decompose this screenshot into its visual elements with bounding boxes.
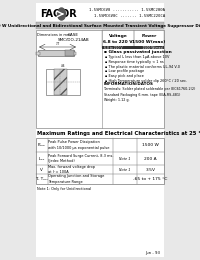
Bar [102,46,164,49]
Text: Dimensions in mm: Dimensions in mm [37,33,70,37]
Text: 7.7: 7.7 [55,42,60,46]
Text: Pₚₚₚ: Pₚₚₚ [38,143,45,147]
Bar [36,22,164,29]
Text: 1.5SMC6V8 ........... 1.5SMC200A: 1.5SMC6V8 ........... 1.5SMC200A [89,8,165,12]
Text: INFORMATION/DATOS: INFORMATION/DATOS [104,82,154,86]
Text: Max. forward voltage drop
at Iⁱ = 100A: Max. forward voltage drop at Iⁱ = 100A [48,165,95,174]
Text: Note 1: Note 1 [119,167,131,172]
Bar [102,30,134,48]
Text: ▪ Typical Iₙ less than 1μA above 10V: ▪ Typical Iₙ less than 1μA above 10V [105,55,169,59]
Bar [36,138,164,184]
Bar [54,69,67,95]
Text: Note 1: Note 1 [119,157,131,160]
Text: Tⱼ, Tₚₜₛ: Tⱼ, Tₚₜₛ [35,177,48,181]
Text: 3.5V: 3.5V [145,167,155,172]
Text: 1.5SMC6V8C ....... 1.5SMC220CA: 1.5SMC6V8C ....... 1.5SMC220CA [94,14,165,18]
Bar [36,51,40,55]
Text: 200 A: 200 A [144,157,157,160]
Text: ▪ Response time typically < 1 ns: ▪ Response time typically < 1 ns [105,60,163,64]
Text: 4.6: 4.6 [61,64,65,68]
Text: Jun - 93: Jun - 93 [145,251,160,255]
Text: ▪ Low profile package: ▪ Low profile package [105,69,144,73]
Text: 1500 W Unidirectional and Bidirectional Surface Mounted Transient Voltage Suppre: 1500 W Unidirectional and Bidirectional … [0,23,200,28]
Text: Iₚₚₚ: Iₚₚₚ [38,157,45,160]
Text: 6.8 to 220 V                    1500 W(max): 6.8 to 220 V 1500 W(max) [104,46,163,49]
Bar [65,50,74,56]
Bar [73,51,76,55]
Text: -65 to + 175 °C: -65 to + 175 °C [133,177,168,181]
Circle shape [58,8,65,20]
Text: ▪ Easy pick and place: ▪ Easy pick and place [105,74,143,78]
Text: FAGOR: FAGOR [40,9,77,19]
Bar [38,50,74,56]
Text: Terminals: Solder plated solderable per IEC61760-2(2)
Standard Packaging 6 mm. t: Terminals: Solder plated solderable per … [104,87,195,102]
Bar [134,30,164,48]
Text: Peak Pulse Power Dissipation
with 10/1000 μs exponential pulse: Peak Pulse Power Dissipation with 10/100… [48,140,110,150]
Text: ▪ Glass passivated junction: ▪ Glass passivated junction [104,50,172,54]
Bar [46,69,80,95]
Text: Note 1: Only for Unidirectional: Note 1: Only for Unidirectional [37,187,91,191]
Text: Maximum Ratings and Electrical Characteristics at 25 °C: Maximum Ratings and Electrical Character… [37,131,200,136]
Bar [36,30,164,128]
Text: Operating Junction and Storage
Temperature Range: Operating Junction and Storage Temperatu… [48,174,104,184]
Text: Peak Forward Surge Current, 8.3 ms.
(Jedec Method): Peak Forward Surge Current, 8.3 ms. (Jed… [48,154,114,163]
Text: 1500 W: 1500 W [142,143,159,147]
Text: CASE
SMC/DO-214AB: CASE SMC/DO-214AB [58,33,89,42]
Text: Power
1500 W(max): Power 1500 W(max) [132,34,166,44]
Text: Vⁱ: Vⁱ [40,167,43,172]
Text: ▪ High Temperature solder dip 260°C / 20 sec.: ▪ High Temperature solder dip 260°C / 20… [105,79,187,83]
Text: Voltage
6.8 to 220 V: Voltage 6.8 to 220 V [103,34,133,44]
Text: ▪ The plastic material conforms UL-94 V-0: ▪ The plastic material conforms UL-94 V-… [105,64,180,69]
